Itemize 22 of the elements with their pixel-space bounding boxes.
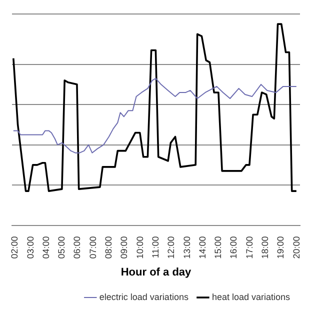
x-tick-label: 16:00 (228, 236, 239, 259)
x-tick-label: 05:00 (56, 236, 67, 259)
x-tick-label: 10:00 (134, 236, 145, 259)
x-tick-label: 13:00 (182, 236, 192, 259)
x-tick-label: 08:00 (104, 236, 114, 259)
x-tick-label: 14:00 (197, 236, 208, 259)
legend-label: electric load variations (99, 292, 189, 302)
x-tick-label: 18:00 (260, 236, 270, 259)
x-tick-label: 20:00 (291, 236, 302, 259)
x-tick-label: 02:00 (10, 236, 20, 259)
x-tick-label: 12:00 (166, 236, 176, 259)
x-tick-label: 09:00 (119, 236, 130, 259)
x-tick-label: 15:00 (213, 236, 224, 259)
x-tick-label: 04:00 (40, 236, 51, 259)
x-tick-label: 17:00 (244, 236, 254, 259)
x-tick-label: 19:00 (276, 236, 286, 259)
x-tick-label: 03:00 (25, 236, 36, 259)
x-tick-label: 06:00 (72, 236, 82, 259)
legend-label: heat load variations (212, 292, 290, 302)
x-tick-label: 07:00 (88, 236, 98, 259)
x-axis-title: Hour of a day (120, 266, 192, 278)
x-tick-label: 11:00 (150, 236, 160, 258)
